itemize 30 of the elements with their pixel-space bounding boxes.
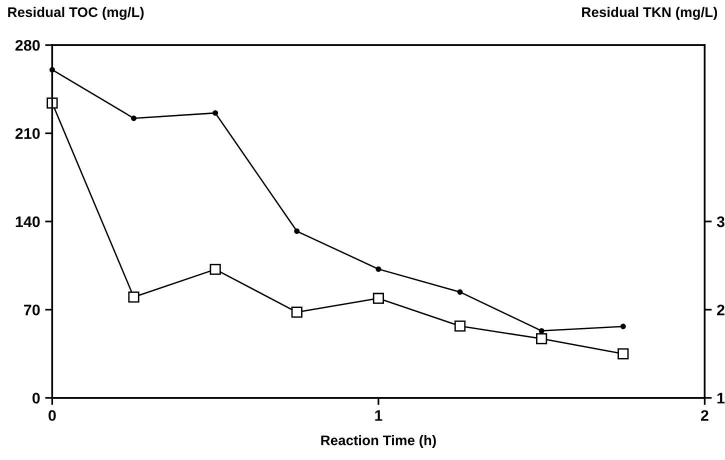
point	[291, 306, 302, 318]
point	[49, 67, 55, 73]
point	[454, 320, 466, 332]
point	[128, 292, 140, 303]
point	[372, 292, 384, 304]
point	[620, 324, 626, 330]
y-tick-label: 70	[24, 304, 40, 316]
y-tick-label: 0	[32, 392, 40, 404]
point	[212, 110, 218, 116]
x-axis-title: Reaction Time (h)	[321, 435, 436, 448]
point	[376, 266, 382, 272]
point	[536, 333, 548, 344]
x-tick-label: 0	[48, 410, 56, 421]
point	[618, 348, 629, 360]
x-tick-label: 2	[700, 410, 708, 421]
point	[538, 328, 544, 334]
y-tick-label: 280	[15, 40, 40, 51]
point	[130, 116, 137, 122]
y2-tick-label: 2	[717, 304, 724, 316]
y2-tick-label: 1	[717, 392, 725, 404]
point	[294, 228, 300, 234]
y2-tick-label: 3	[716, 216, 724, 228]
y-tick-label: 210	[15, 128, 40, 139]
point	[457, 289, 463, 295]
x-tick-label: 1	[375, 410, 382, 421]
y-axis-title: Residual TOC (mg/L)	[8, 6, 144, 20]
point	[46, 97, 58, 109]
y-tick-label: 140	[16, 216, 40, 228]
y2-axis-title: Residual TKN (mg/L)	[582, 6, 718, 20]
point	[210, 264, 221, 275]
